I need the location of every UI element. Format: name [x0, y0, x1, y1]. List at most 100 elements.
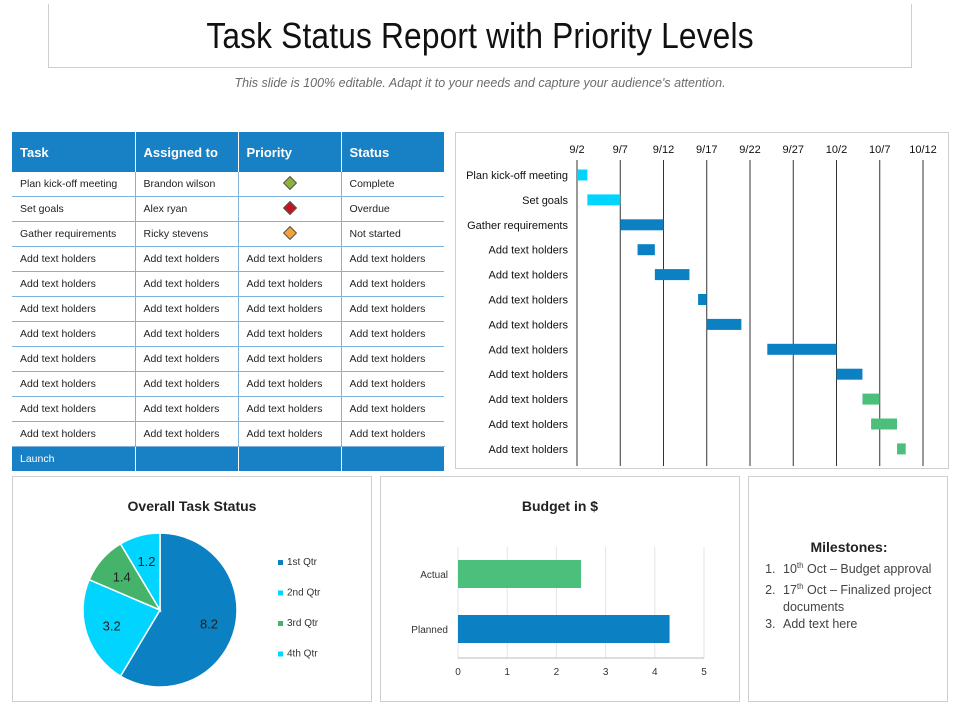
budget-tick-label: 0 [455, 667, 461, 678]
task-cell: Plan kick-off meeting [12, 172, 136, 197]
priority-cell: Add text holders [238, 371, 342, 397]
table-header-row: Task Assigned to Priority Status [12, 132, 444, 172]
legend-label: 4th Qtr [287, 649, 318, 660]
gantt-tick-label: 9/27 [783, 144, 804, 156]
gantt-bar [767, 343, 837, 355]
gantt-task-label: Set goals [522, 195, 568, 207]
table-row: Gather requirements Ricky stevens Not star… [12, 221, 444, 247]
budget-panel: Budget in $ 0 1 2 3 4 5 Actual Planned [380, 476, 740, 702]
launch-cell [135, 446, 239, 471]
column-header-priority: Priority [238, 132, 342, 172]
launch-cell [341, 446, 445, 471]
priority-cell: Add text holders [238, 396, 342, 422]
gantt-tick-label: 10/12 [909, 144, 937, 156]
milestones-list: 10th Oct – Budget approval 17th Oct – Fi… [759, 557, 949, 633]
budget-category-label: Actual [420, 570, 448, 581]
task-cell: Add text holders [12, 421, 136, 447]
gantt-bar [836, 368, 863, 380]
legend-swatch [278, 590, 283, 596]
assigned-cell: Add text holders [135, 346, 239, 372]
pie-data-label: 8.2 [200, 617, 218, 632]
assigned-cell: Alex ryan [135, 196, 239, 222]
legend-swatch [278, 560, 283, 565]
assigned-cell: Add text holders [135, 246, 239, 272]
assigned-cell: Brandon wilson [135, 172, 239, 197]
status-cell: Add text holders [341, 321, 444, 347]
launch-label: Launch [12, 446, 136, 471]
gantt-bar [577, 169, 588, 181]
status-cell: Not started [341, 221, 444, 247]
task-cell: Add text holders [12, 396, 136, 422]
status-cell: Add text holders [341, 371, 444, 397]
priority-cell: Add text holders [238, 271, 342, 297]
assigned-cell: Add text holders [135, 271, 239, 297]
column-header-task: Task [12, 132, 136, 172]
legend-label: 2nd Qtr [287, 588, 321, 599]
gantt-tick-label: 9/7 [613, 144, 628, 156]
table-row: Set goals Alex ryan Overdue [12, 196, 444, 222]
assigned-cell: Add text holders [135, 296, 239, 322]
table-row: Add text holders Add text holders Add text… [12, 296, 444, 322]
assigned-cell: Ricky stevens [135, 221, 239, 247]
pie-panel: Overall Task Status 8.2 3.2 1.4 1.2 1st Qtr 2n… [12, 476, 372, 702]
pie-data-label: 1.4 [113, 570, 131, 585]
budget-category-label: Planned [411, 625, 448, 636]
status-cell: Add text holders [341, 421, 444, 447]
gantt-tick-label: 9/22 [739, 144, 760, 156]
task-cell: Gather requirements [12, 221, 136, 247]
table-row: Add text holders Add text holders Add text… [12, 271, 444, 297]
pie-title: Overall Task Status [128, 498, 257, 514]
gantt-tick-label: 9/17 [696, 144, 717, 156]
gantt-task-label: Add text holders [489, 369, 569, 381]
gantt-bar [706, 318, 742, 330]
gantt-bar [698, 294, 707, 305]
gantt-task-label: Add text holders [489, 270, 569, 282]
gantt-tick-label: 10/7 [869, 144, 890, 156]
priority-cell [238, 172, 342, 197]
budget-tick-label: 4 [652, 667, 658, 678]
gantt-bar [620, 219, 664, 231]
task-cell: Add text holders [12, 346, 136, 372]
status-cell: Overdue [341, 196, 444, 222]
gantt-task-label: Add text holders [489, 444, 569, 456]
priority-cell: Add text holders [238, 321, 342, 347]
legend-label: 1st Qtr [287, 557, 318, 568]
table-row: Add text holders Add text holders Add text… [12, 421, 444, 447]
gantt-task-label: Add text holders [489, 319, 569, 331]
priority-diamond-icon [282, 175, 297, 190]
assigned-cell: Add text holders [135, 321, 239, 347]
budget-tick-label: 3 [603, 667, 609, 678]
pie-slice [82, 578, 162, 678]
gantt-chart: 9/2 9/7 9/12 9/17 9/22 9/27 10/2 10/7 10/12 Plan … [466, 144, 937, 466]
table-row: Add text holders Add text holders Add text… [12, 246, 444, 272]
task-cell: Add text holders [12, 296, 136, 322]
task-cell: Add text holders [12, 271, 136, 297]
task-cell: Set goals [12, 196, 136, 222]
task-cell: Add text holders [12, 371, 136, 397]
task-table-body: Plan kick-off meeting Brandon wilson Compl… [12, 172, 445, 471]
priority-cell: Add text holders [238, 346, 342, 372]
launch-row: Launch [12, 446, 445, 471]
pie-slice [119, 532, 238, 688]
legend-label: 3rd Qtr [287, 618, 319, 629]
budget-bar [458, 560, 581, 588]
launch-cell [238, 446, 342, 471]
table-row: Add text holders Add text holders Add text… [12, 371, 444, 397]
priority-cell: Add text holders [238, 296, 342, 322]
task-cell: Add text holders [12, 321, 136, 347]
priority-cell [238, 221, 342, 247]
priority-diamond-icon [282, 225, 297, 240]
milestone-item: Add text here [779, 616, 949, 633]
status-cell: Add text holders [341, 246, 444, 272]
task-table: Task Assigned to Priority Status Plan ki… [12, 132, 445, 471]
budget-tick-label: 1 [504, 667, 510, 678]
gantt-task-label: Add text holders [489, 419, 569, 431]
column-header-status: Status [341, 132, 444, 172]
pie-slice [119, 532, 161, 613]
priority-cell: Add text holders [238, 246, 342, 272]
pie-chart: Overall Task Status 8.2 3.2 1.4 1.2 1st Qtr 2n… [82, 498, 321, 688]
assigned-cell: Add text holders [135, 371, 239, 397]
page-title: Task Status Report with Priority Levels [206, 14, 754, 56]
gantt-task-label: Add text holders [489, 394, 569, 406]
table-row: Add text holders Add text holders Add text… [12, 346, 444, 372]
